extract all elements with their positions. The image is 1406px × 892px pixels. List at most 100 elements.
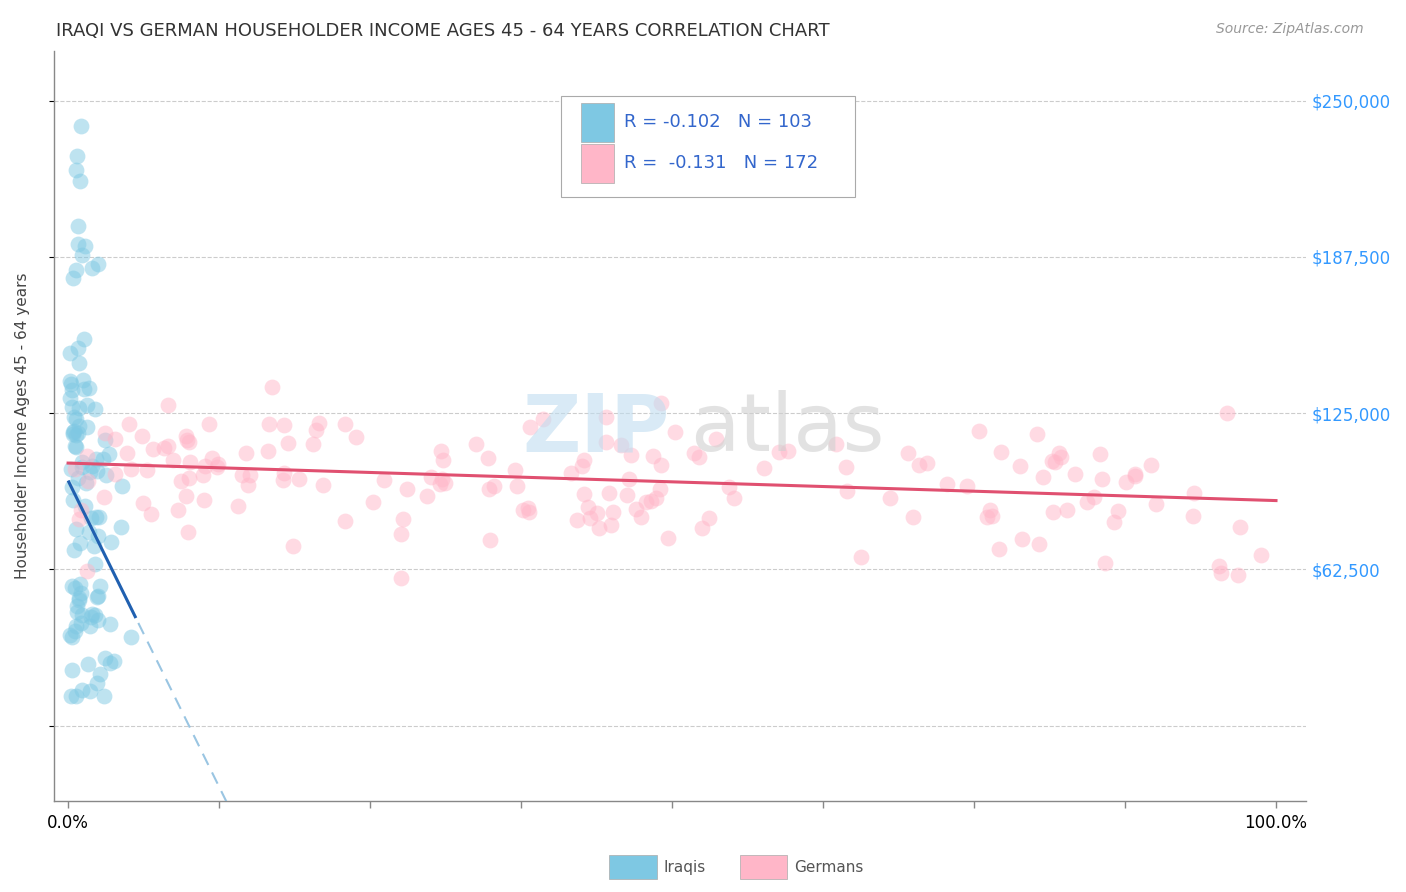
Point: [1049, 450, 1071, 464]
Point: [67, 471, 90, 485]
Point: [776, 444, 799, 458]
Text: atlas: atlas: [690, 391, 884, 468]
Point: [60, 384, 83, 398]
Point: [70, 119, 93, 133]
Point: [576, 500, 599, 514]
Point: [825, 437, 848, 451]
Point: [641, 449, 664, 463]
Point: [1181, 508, 1204, 523]
Point: [87, 589, 110, 603]
Point: [979, 503, 1001, 517]
Point: [305, 423, 328, 437]
Point: [432, 453, 454, 467]
Point: [588, 521, 610, 535]
Point: [120, 630, 142, 644]
Point: [1088, 447, 1111, 461]
Text: Germans: Germans: [794, 860, 863, 874]
Point: [478, 482, 501, 496]
Point: [75, 499, 97, 513]
Point: [333, 514, 356, 528]
Point: [969, 424, 991, 438]
Point: [152, 442, 174, 456]
Point: [602, 505, 624, 519]
Point: [174, 429, 197, 443]
Point: [65, 689, 87, 703]
Point: [65, 618, 87, 632]
Point: [312, 478, 335, 492]
Point: [65, 428, 87, 442]
Point: [479, 533, 502, 547]
Point: [73, 382, 96, 396]
Point: [77, 524, 100, 539]
Point: [72, 248, 94, 262]
Point: [177, 471, 200, 485]
Point: [73, 238, 96, 252]
Point: [664, 425, 686, 439]
Point: [465, 436, 488, 450]
Point: [636, 494, 658, 508]
Point: [645, 491, 668, 506]
Point: [835, 459, 858, 474]
Point: [62, 271, 84, 285]
Point: [69, 536, 91, 550]
Point: [63, 439, 86, 453]
Point: [176, 524, 198, 539]
Point: [94, 433, 117, 447]
Point: [517, 500, 540, 515]
Point: [72, 373, 94, 387]
Point: [60, 461, 83, 475]
Point: [302, 437, 325, 451]
Point: [683, 446, 706, 460]
Point: [84, 509, 107, 524]
Point: [429, 476, 451, 491]
Point: [262, 379, 284, 393]
Point: [1226, 568, 1249, 582]
Point: [879, 491, 901, 505]
Point: [617, 472, 640, 486]
Point: [976, 510, 998, 524]
Point: [63, 543, 86, 558]
Point: [650, 396, 672, 410]
Point: [198, 417, 221, 431]
Point: [65, 522, 87, 536]
Point: [1040, 454, 1063, 468]
Point: [616, 488, 638, 502]
Point: [620, 448, 643, 462]
Point: [908, 458, 931, 473]
Point: [935, 476, 957, 491]
Point: [62, 426, 84, 441]
Text: Iraqis: Iraqis: [664, 860, 706, 874]
Point: [433, 475, 456, 490]
Point: [572, 487, 595, 501]
Point: [482, 479, 505, 493]
Point: [67, 356, 90, 370]
Point: [560, 466, 582, 480]
Point: [373, 473, 395, 487]
Point: [136, 463, 159, 477]
Point: [60, 631, 83, 645]
Point: [1091, 472, 1114, 486]
Point: [104, 432, 127, 446]
Point: [89, 667, 111, 681]
Point: [60, 663, 83, 677]
Point: [574, 452, 596, 467]
Point: [849, 549, 872, 564]
Point: [598, 486, 620, 500]
Point: [1028, 537, 1050, 551]
Point: [63, 424, 86, 438]
Point: [98, 446, 121, 460]
Point: [67, 511, 90, 525]
Point: [239, 468, 262, 483]
Point: [79, 609, 101, 624]
Point: [990, 445, 1012, 459]
Point: [176, 434, 198, 448]
Point: [65, 441, 87, 455]
Point: [201, 451, 224, 466]
Point: [287, 473, 309, 487]
Point: [207, 460, 229, 475]
Point: [69, 174, 91, 188]
Point: [157, 439, 180, 453]
Point: [67, 591, 90, 605]
Point: [415, 489, 437, 503]
FancyBboxPatch shape: [561, 95, 855, 197]
